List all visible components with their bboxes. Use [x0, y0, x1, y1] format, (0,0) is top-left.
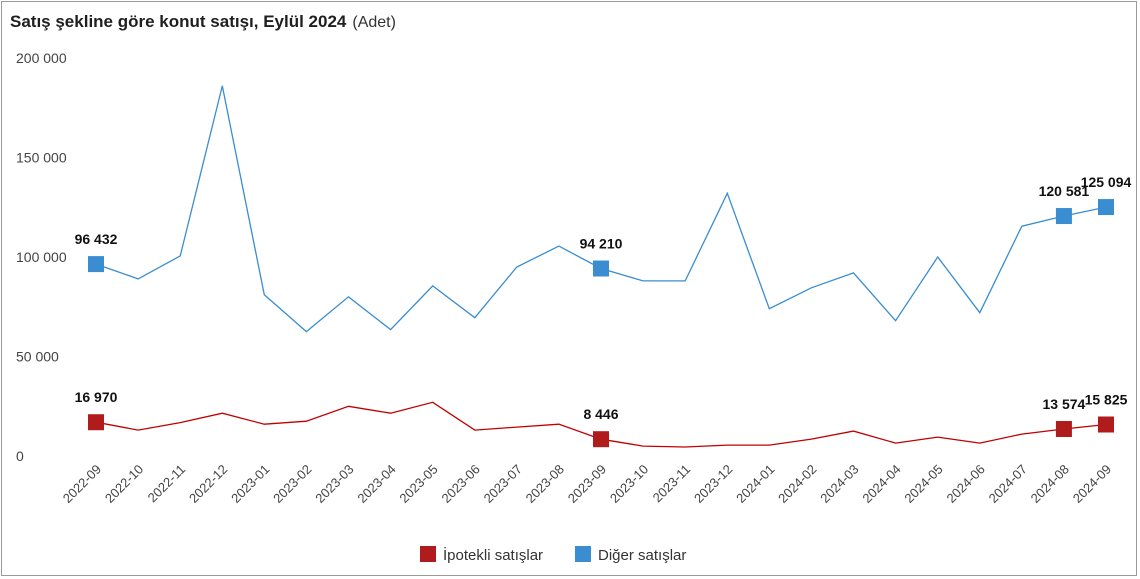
- legend-swatch-diger: [575, 546, 591, 562]
- x-tick-label: 2024-06: [944, 462, 988, 506]
- y-tick-label: 50 000: [16, 349, 59, 365]
- legend-label-ipotekli: İpotekli satışlar: [443, 546, 543, 564]
- data-label: 13 574: [1043, 396, 1086, 412]
- chart-subtitle: (Adet): [352, 14, 396, 31]
- x-tick-label: 2024-05: [901, 462, 945, 506]
- x-axis: 2022-092022-102022-112022-122023-012023-…: [60, 462, 1114, 506]
- chart-title: Satış şekline göre konut satışı, Eylül 2…: [10, 12, 347, 31]
- data-labels: 16 970 8 446 13 574 15 825 96 432 94 210 120 5…: [75, 174, 1132, 422]
- legend-label-diger: Diğer satışlar: [598, 547, 686, 564]
- series-line: [95, 85, 1107, 333]
- x-tick-label: 2023-10: [607, 462, 651, 506]
- y-tick-label: 100 000: [16, 249, 67, 265]
- x-tick-label: 2023-12: [691, 462, 735, 506]
- data-label: 96 432: [75, 231, 118, 247]
- data-marker: [1098, 416, 1114, 433]
- data-marker: [593, 431, 609, 448]
- y-tick-label: 150 000: [16, 150, 67, 166]
- x-tick-label: 2024-01: [733, 462, 777, 506]
- x-tick-label: 2023-03: [312, 462, 356, 506]
- data-label: 125 094: [1081, 174, 1132, 190]
- x-tick-label: 2023-04: [354, 462, 398, 506]
- x-tick-label: 2023-02: [270, 462, 314, 506]
- y-axis: 0 50 000 100 000 150 000 200 000: [16, 50, 67, 464]
- x-tick-label: 2023-09: [565, 462, 609, 506]
- x-tick-label: 2023-07: [481, 462, 525, 506]
- x-tick-label: 2024-07: [986, 462, 1030, 506]
- data-marker: [593, 260, 609, 277]
- data-marker: [1055, 420, 1072, 437]
- x-tick-label: 2024-03: [817, 462, 861, 506]
- x-tick-label: 2024-08: [1028, 462, 1072, 506]
- data-label: 15 825: [1085, 392, 1128, 408]
- x-tick-label: 2022-11: [145, 462, 189, 506]
- chart-title-row: Satış şekline göre konut satışı, Eylül 2…: [10, 12, 396, 32]
- legend-swatch-ipotekli: [420, 546, 436, 562]
- x-tick-label: 2024-04: [859, 462, 903, 506]
- data-marker: [1098, 199, 1114, 216]
- data-label: 120 581: [1039, 183, 1090, 199]
- x-tick-label: 2023-08: [523, 462, 567, 506]
- x-tick-label: 2023-01: [228, 462, 272, 506]
- x-tick-label: 2024-02: [775, 462, 819, 506]
- data-label: 94 210: [580, 236, 623, 252]
- y-tick-label: 200 000: [16, 50, 67, 66]
- x-tick-label: 2024-09: [1070, 462, 1114, 506]
- x-tick-label: 2023-05: [396, 462, 440, 506]
- x-tick-label: 2023-11: [650, 462, 694, 506]
- x-tick-label: 2023-06: [439, 462, 483, 506]
- x-tick-label: 2022-09: [60, 462, 104, 506]
- data-marker: [88, 256, 104, 273]
- data-label: 16 970: [75, 389, 118, 405]
- data-label: 8 446: [583, 406, 618, 422]
- x-tick-label: 2022-10: [102, 462, 146, 506]
- legend: İpotekli satışlar Diğer satışlar: [420, 546, 686, 564]
- data-marker: [88, 414, 104, 431]
- series-markers: [88, 199, 1114, 448]
- data-marker: [1055, 208, 1072, 225]
- y-tick-label: 0: [16, 448, 24, 464]
- x-tick-label: 2022-12: [186, 462, 230, 506]
